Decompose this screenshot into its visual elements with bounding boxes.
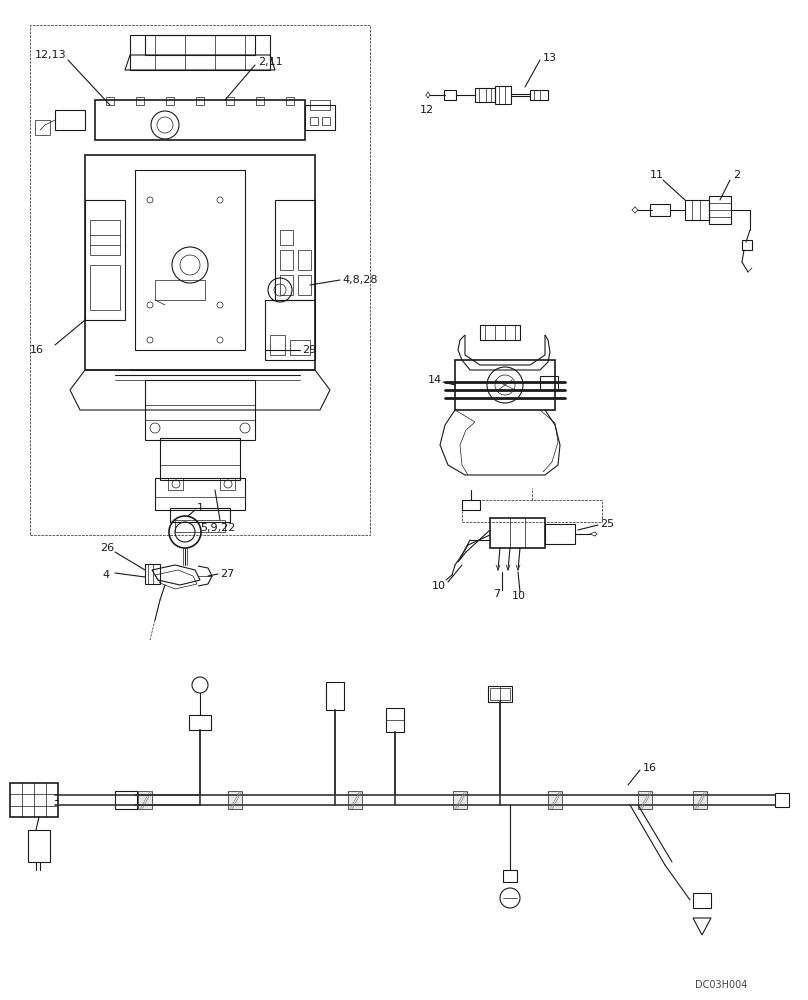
Bar	[85, 200, 125, 320]
Text: 7: 7	[493, 589, 500, 599]
Bar	[775, 793, 789, 807]
Bar	[488, 686, 512, 702]
Bar	[280, 230, 293, 245]
Bar	[106, 97, 114, 105]
Bar	[540, 376, 558, 390]
Bar	[265, 300, 315, 360]
Text: 11: 11	[650, 170, 664, 180]
Bar	[462, 500, 480, 510]
Bar	[256, 97, 264, 105]
Text: 4,8,28: 4,8,28	[342, 275, 377, 285]
Bar	[298, 275, 311, 295]
Text: 26: 26	[100, 543, 114, 553]
Bar	[228, 791, 242, 809]
Text: 13: 13	[543, 53, 557, 63]
Bar	[189, 715, 211, 730]
Bar	[444, 90, 456, 100]
Bar	[28, 830, 50, 862]
Bar	[495, 86, 511, 104]
Bar	[145, 380, 255, 440]
Text: 5,9,22: 5,9,22	[200, 523, 235, 533]
Bar	[286, 97, 294, 105]
Text: 25: 25	[600, 519, 614, 529]
Bar	[145, 35, 255, 55]
Bar	[386, 708, 404, 732]
Bar	[160, 438, 240, 480]
Bar	[115, 791, 137, 809]
Bar	[85, 155, 315, 370]
Bar	[30, 25, 370, 535]
Bar	[348, 791, 362, 809]
Bar	[503, 870, 517, 882]
Bar	[693, 893, 711, 908]
Bar	[490, 688, 510, 700]
Bar	[95, 100, 305, 140]
Bar	[310, 100, 330, 110]
Bar	[90, 220, 120, 255]
Bar	[35, 120, 50, 135]
Bar	[90, 265, 120, 310]
Bar	[155, 280, 205, 300]
Bar	[326, 682, 344, 710]
Bar	[638, 791, 652, 809]
Bar	[220, 478, 235, 490]
Bar	[322, 117, 330, 125]
Bar	[530, 90, 548, 100]
Bar	[175, 520, 225, 532]
Bar	[168, 478, 183, 490]
Text: 27: 27	[220, 569, 234, 579]
Bar	[155, 478, 245, 510]
Text: 2: 2	[733, 170, 740, 180]
Bar	[310, 117, 318, 125]
Bar	[742, 240, 752, 250]
Text: 4: 4	[102, 570, 109, 580]
Bar	[490, 518, 545, 548]
Text: 16: 16	[643, 763, 657, 773]
Bar	[275, 200, 315, 300]
Bar	[166, 97, 174, 105]
Bar	[298, 250, 311, 270]
Bar	[650, 204, 670, 216]
Text: 12: 12	[420, 105, 434, 115]
Bar	[196, 97, 204, 105]
Text: 2,11: 2,11	[258, 57, 283, 67]
Bar	[55, 110, 85, 130]
Bar	[138, 791, 152, 809]
Bar	[280, 275, 293, 295]
Text: 12,13: 12,13	[35, 50, 66, 60]
Text: 10: 10	[432, 581, 446, 591]
Text: 14: 14	[428, 375, 442, 385]
Text: DC03H004: DC03H004	[695, 980, 747, 990]
Bar	[709, 196, 731, 224]
Bar	[130, 35, 270, 70]
Bar	[693, 791, 707, 809]
Bar	[305, 105, 335, 130]
Bar	[545, 524, 575, 544]
Bar	[548, 791, 562, 809]
Text: 10: 10	[512, 591, 526, 601]
Bar	[685, 200, 709, 220]
Text: 16: 16	[30, 345, 44, 355]
Bar	[10, 783, 58, 817]
Text: 29: 29	[302, 345, 316, 355]
Bar	[462, 500, 602, 522]
Bar	[226, 97, 234, 105]
Text: 1: 1	[197, 503, 204, 513]
Bar	[455, 360, 555, 410]
Bar	[280, 250, 293, 270]
Bar	[145, 564, 160, 584]
Bar	[453, 791, 467, 809]
Bar	[290, 340, 310, 355]
Bar	[135, 170, 245, 350]
Bar	[480, 325, 520, 340]
Bar	[136, 97, 144, 105]
Bar	[475, 88, 495, 102]
Bar	[270, 335, 285, 355]
Bar	[170, 508, 230, 522]
